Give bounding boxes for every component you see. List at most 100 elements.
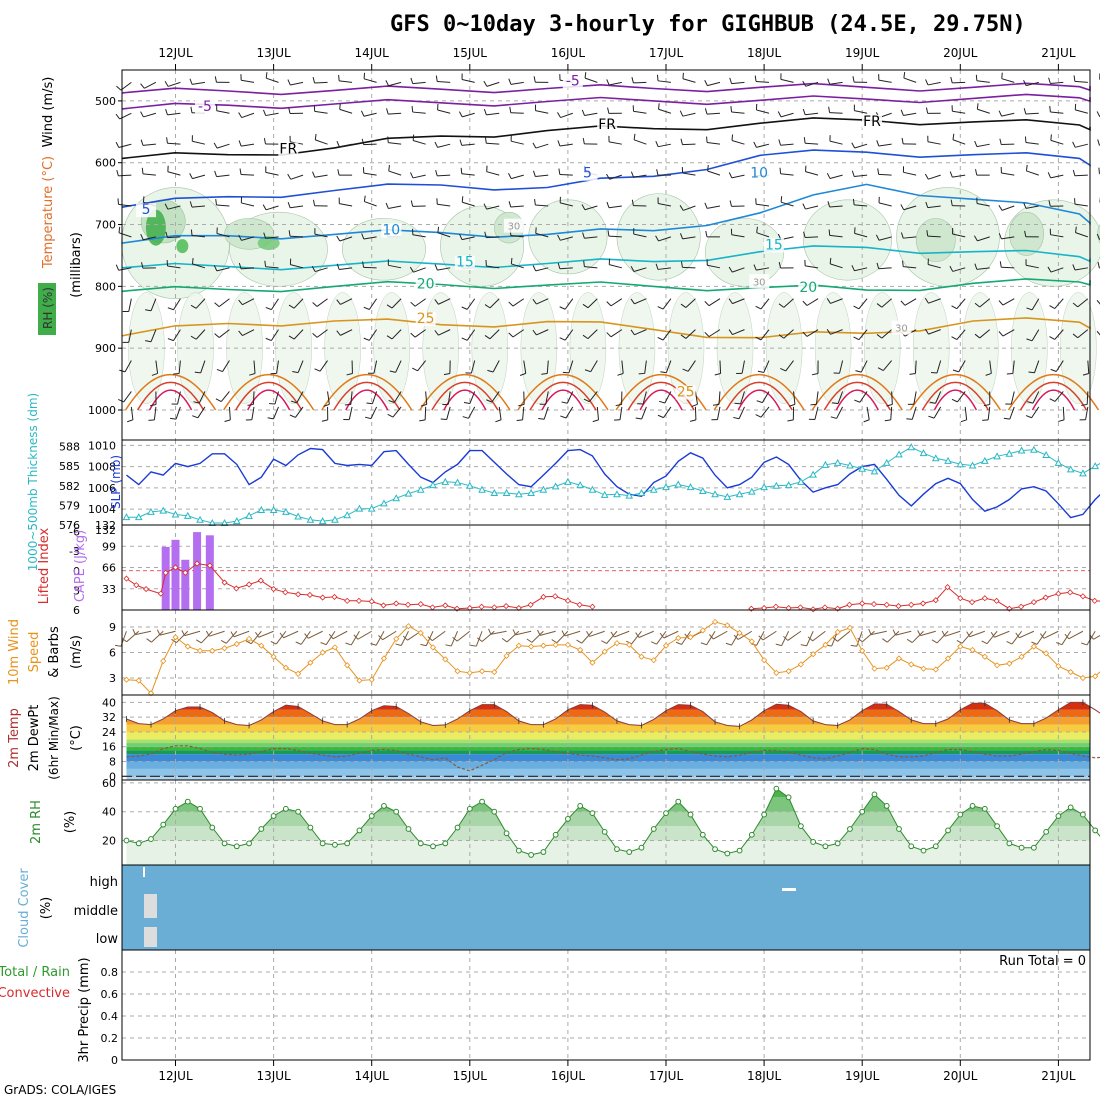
wind-barb — [512, 298, 525, 307]
wind-barb — [1058, 419, 1065, 422]
wind-barb — [198, 391, 206, 404]
surface-wind-barb — [159, 630, 176, 636]
wind-barb — [1077, 298, 1089, 308]
surface-wind-barb — [325, 630, 336, 645]
wind-barb — [559, 173, 573, 176]
wind-barb — [118, 232, 132, 238]
y-tick-label-thickness: 576 — [59, 519, 80, 532]
wind-barb — [167, 81, 181, 87]
wind-barb — [1082, 373, 1089, 376]
thickness-point — [1079, 469, 1087, 477]
wind-barb — [339, 108, 353, 114]
thickness-point — [895, 450, 903, 458]
wind-barb — [630, 298, 635, 305]
surface-wind-barb — [490, 630, 507, 635]
lifted-point — [442, 602, 449, 609]
wind-barb — [829, 140, 843, 145]
wind-barb — [707, 164, 709, 172]
temp-axis-label-2: 2m DewPt — [27, 705, 42, 772]
thickness-point — [441, 477, 450, 485]
wind-barb — [216, 204, 230, 207]
wind-barb — [829, 234, 843, 238]
wind-point — [491, 668, 498, 676]
wind-barb — [339, 267, 353, 270]
wind-barb — [925, 201, 929, 208]
wind-barb — [290, 205, 304, 209]
wind-barb — [150, 298, 157, 311]
wind-barb — [706, 142, 721, 145]
wind-barb — [1025, 141, 1039, 145]
wind-barb — [338, 74, 340, 81]
wind-barb — [564, 329, 574, 341]
series-rh — [126, 787, 1100, 856]
wind-barb — [363, 78, 377, 83]
wind-barb — [763, 360, 770, 373]
surface-wind-barb — [151, 630, 164, 643]
surface-wind-barb — [357, 630, 372, 640]
wind-barb — [167, 112, 181, 116]
lifted-point — [233, 585, 240, 592]
wind-barb — [391, 329, 402, 340]
wind-barb — [875, 234, 880, 241]
x-tick-label-top: 15JUL — [453, 46, 488, 60]
wind-barb — [388, 205, 402, 209]
surface-wind-barb — [956, 639, 963, 644]
cloud-patch — [143, 867, 145, 877]
wind-barb — [385, 80, 390, 86]
wind-barb — [155, 360, 159, 374]
contour-label: 25 — [417, 311, 435, 327]
wind-barb — [853, 336, 860, 341]
surface-wind-barb — [501, 638, 508, 643]
wind-barb — [388, 112, 402, 115]
surface-wind-barb — [225, 630, 238, 644]
wind-barb — [680, 334, 687, 339]
wind-barb — [734, 402, 741, 405]
cloud-axis-label-1: Cloud Cover — [17, 868, 32, 948]
contour-label: 5 — [583, 166, 592, 182]
rh-point — [945, 827, 951, 834]
wind-barb — [815, 391, 819, 405]
lifted-point — [981, 595, 988, 602]
y-tick-label-slp: 1004 — [88, 503, 116, 516]
contour-label-bg — [503, 218, 524, 233]
surface-wind-barb — [275, 630, 287, 645]
wind-barb — [140, 139, 144, 146]
wind-barb — [802, 108, 806, 115]
lifted-point — [564, 597, 571, 604]
thickness-point — [613, 490, 621, 498]
isotherm-arch — [136, 381, 205, 411]
isotherm-arch — [1031, 389, 1076, 411]
wind-barb — [830, 263, 843, 269]
temperature-band — [126, 731, 1090, 740]
thickness-point — [747, 487, 756, 495]
lifted-point — [1055, 590, 1062, 597]
wind-barb — [881, 329, 892, 339]
wind-barb — [153, 406, 157, 420]
wind-point — [160, 657, 167, 665]
surface-wind-barb — [892, 629, 897, 636]
wind-barb — [633, 133, 636, 140]
rh-point — [981, 805, 988, 812]
temperature-band — [126, 754, 1090, 762]
wind-barb — [780, 196, 783, 203]
wind-barb — [361, 138, 365, 145]
wind-barb — [265, 171, 279, 176]
surface-wind-barb — [920, 630, 936, 637]
thickness-point — [821, 460, 830, 468]
wind-barb — [631, 199, 634, 206]
wind-barb — [644, 360, 647, 374]
series-slp — [126, 447, 1100, 519]
rh-point — [135, 840, 142, 847]
wind-barb — [582, 232, 585, 239]
wind-barb — [708, 329, 721, 338]
isotherm-arch — [148, 389, 193, 411]
contour-label: 25 — [677, 385, 695, 401]
lifted-point — [295, 591, 302, 598]
wind-barb — [903, 112, 917, 116]
wind-barb — [707, 170, 721, 176]
wind-barb — [755, 305, 762, 310]
wind-point — [552, 641, 559, 648]
wind-barb — [882, 360, 893, 371]
wind-barb — [976, 103, 979, 110]
wind-barb — [1072, 141, 1076, 148]
